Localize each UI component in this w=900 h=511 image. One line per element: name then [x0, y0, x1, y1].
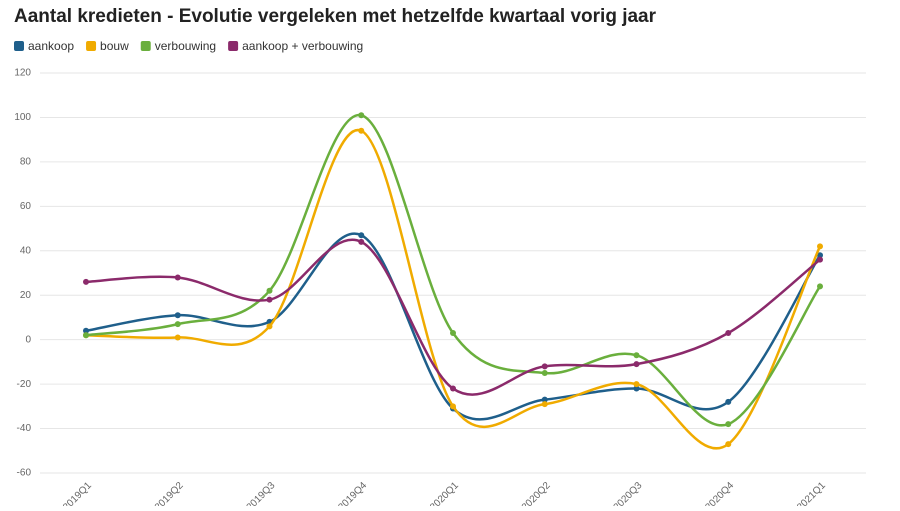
- point: [541, 363, 548, 370]
- point: [817, 243, 823, 250]
- legend-item: verbouwing: [140, 39, 216, 53]
- x-tick-label: 2019Q2: [153, 480, 186, 506]
- x-tick-label: 2019Q3: [245, 480, 278, 506]
- legend-item: aankoop: [14, 39, 74, 53]
- x-tick-label: 2020Q1: [428, 480, 461, 506]
- y-tick-label: -40: [17, 423, 32, 434]
- point: [358, 127, 365, 134]
- point: [633, 361, 640, 368]
- legend-label: verbouwing: [155, 39, 216, 53]
- x-tick-label: 2020Q2: [520, 480, 553, 506]
- chart-title: Aantal kredieten - Evolutie vergeleken m…: [14, 6, 657, 27]
- legend-swatch: [14, 41, 24, 51]
- point: [174, 334, 181, 341]
- point: [83, 332, 89, 339]
- point: [450, 330, 456, 336]
- y-tick-label: 80: [20, 157, 32, 168]
- legend-item: bouw: [86, 39, 129, 53]
- series-line: [85, 113, 822, 427]
- point: [83, 278, 89, 285]
- legend-label: aankoop: [28, 39, 74, 53]
- point: [266, 287, 273, 294]
- y-tick-label: 60: [20, 201, 32, 212]
- point: [450, 385, 456, 392]
- point: [725, 398, 732, 405]
- point: [725, 441, 732, 448]
- point: [541, 370, 548, 376]
- series-line: [85, 129, 822, 450]
- series-line: [85, 232, 822, 421]
- series-line: [85, 238, 821, 396]
- point: [817, 283, 823, 290]
- x-tick-label: 2019Q4: [336, 480, 369, 506]
- point: [266, 323, 273, 330]
- legend-label: aankoop + verbouwing: [242, 39, 363, 53]
- legend-label: bouw: [100, 39, 129, 53]
- legend-swatch: [228, 41, 239, 51]
- y-tick-label: 40: [20, 245, 32, 256]
- y-tick-label: 20: [20, 290, 32, 301]
- x-tick-label: 2020Q4: [703, 480, 736, 506]
- point: [358, 112, 365, 119]
- point: [358, 232, 365, 239]
- point: [174, 321, 181, 328]
- point: [725, 330, 732, 336]
- point: [450, 403, 456, 410]
- legend-swatch: [86, 41, 97, 51]
- y-tick-label: 120: [14, 68, 31, 79]
- point: [817, 252, 823, 259]
- point: [358, 238, 365, 245]
- point: [266, 296, 273, 303]
- x-tick-label: 2021Q1: [795, 480, 828, 506]
- point: [633, 381, 640, 388]
- point: [725, 421, 732, 428]
- point: [83, 327, 89, 334]
- point: [633, 385, 640, 392]
- legend-item: aankoop + verbouwing: [228, 39, 363, 53]
- y-tick-label: -60: [17, 468, 32, 479]
- point: [174, 312, 181, 319]
- x-tick-label: 2019Q1: [61, 480, 94, 506]
- point: [817, 256, 823, 263]
- point: [633, 352, 640, 359]
- y-tick-label: 0: [25, 334, 31, 345]
- point: [541, 401, 548, 408]
- y-tick-label: -20: [17, 379, 32, 390]
- point: [541, 396, 548, 403]
- legend-swatch: [140, 41, 151, 51]
- x-tick-label: 2020Q3: [612, 480, 645, 506]
- point: [174, 274, 181, 281]
- y-tick-label: 100: [14, 112, 31, 123]
